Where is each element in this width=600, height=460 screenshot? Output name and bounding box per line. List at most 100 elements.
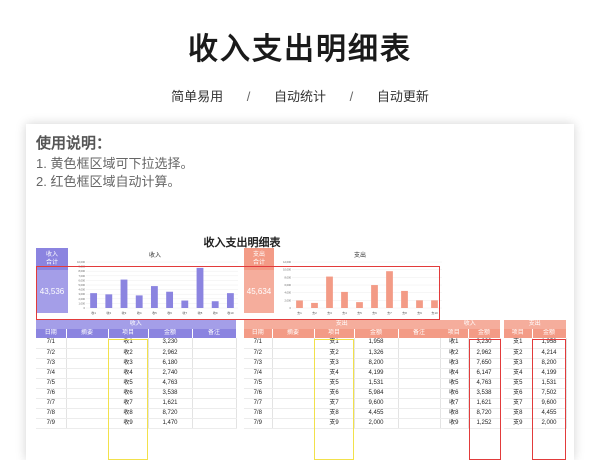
expense-table-cell: 4,455 xyxy=(354,408,399,419)
expense-table-cell xyxy=(272,408,315,419)
expense-table-column-header: 摘要 xyxy=(272,329,315,338)
expense-table-cell xyxy=(398,348,441,359)
expense-table-cell: 7/1 xyxy=(244,338,273,349)
income-table-row: 7/1 收1 3,230 xyxy=(36,338,237,349)
income-summary-row: 收9 1,252 xyxy=(440,418,501,429)
income-total: 收入 合计 43,536 xyxy=(36,248,68,313)
income-summary-cell: 收9 xyxy=(440,418,469,429)
dropdown-frame-expense xyxy=(314,339,354,460)
expense-chart-ytick-label: 4,000 xyxy=(285,291,292,295)
expense-total-value: 45,634 xyxy=(244,270,274,313)
income-chart: 10,0009,0008,0007,0006,0005,0004,0003,00… xyxy=(77,260,238,315)
expense-table-cell: 8,200 xyxy=(354,358,399,369)
expense-chart-bar xyxy=(326,276,333,308)
expense-chart: 12,000 10,000 8,000 6,000 4,000 2,000 0 支1 支2 支3 支… xyxy=(283,260,442,315)
income-table-cell xyxy=(192,388,237,399)
income-table-cell xyxy=(66,378,109,389)
expense-table-cell: 7/9 xyxy=(244,418,273,429)
auto-calc-frame-charts xyxy=(36,266,440,320)
income-summary-cell: 收6 xyxy=(440,388,469,399)
income-chart-bar xyxy=(211,301,219,308)
expense-chart-xtick-label: 支3 xyxy=(327,310,332,315)
expense-table-row: 7/1 支1 1,958 xyxy=(244,338,441,349)
auto-calc-frame-expense-sum xyxy=(532,339,566,460)
expense-table-cell xyxy=(272,348,315,359)
income-table-cell xyxy=(66,348,109,359)
income-chart-xtick-label: 收1 xyxy=(91,310,96,315)
income-summary-column-header: 项目 xyxy=(440,329,469,338)
income-summary-cell: 3,230 xyxy=(468,338,501,349)
expense-table-row: 7/4 支4 4,199 xyxy=(244,368,441,379)
expense-table-group-header-row: 支出 xyxy=(244,320,441,329)
expense-table-cell: 7/8 xyxy=(244,408,273,419)
expense-chart-title: 支出 xyxy=(353,253,366,259)
income-table-cell xyxy=(66,338,109,349)
income-summary-cell: 8,720 xyxy=(468,408,501,419)
expense-chart-bar xyxy=(386,271,393,308)
instructions: 使用说明： 1. 黄色框区域可下拉选择。 2. 红色框区域自动计算。 xyxy=(36,132,193,191)
income-chart-bar xyxy=(90,293,98,308)
income-table-cell xyxy=(66,358,109,369)
income-table-column-header: 摘要 xyxy=(66,329,109,338)
expense-chart-bar xyxy=(416,300,423,308)
income-table-cell xyxy=(192,368,237,379)
expense-chart-bar xyxy=(296,300,303,308)
expense-table-column-header: 日期 xyxy=(244,329,273,338)
expense-table-cell: 7/5 xyxy=(244,378,273,389)
income-chart-ytick-label: 2,000 xyxy=(79,297,86,301)
income-table-column-header-row: 日期 摘要 项目 金额 备注 xyxy=(36,329,237,338)
income-summary-cell: 收7 xyxy=(440,398,469,409)
expense-chart-bar xyxy=(311,302,318,308)
income-summary-row: 收1 3,230 xyxy=(440,338,501,349)
income-table-cell: 1,621 xyxy=(148,398,193,409)
expense-table-cell: 1,958 xyxy=(354,338,399,349)
income-summary-cell: 4,763 xyxy=(468,378,501,389)
expense-chart-xtick-label: 支2 xyxy=(312,310,317,315)
expense-table-cell xyxy=(398,408,441,419)
expense-chart-ytick-label: 6,000 xyxy=(285,283,292,287)
expense-summary-cell: 支3 xyxy=(504,358,533,369)
expense-table-cell: 7/3 xyxy=(244,358,273,369)
income-chart-ytick-label: 3,000 xyxy=(79,292,86,296)
expense-summary-cell: 支6 xyxy=(504,388,533,399)
sheet-title: 收入支出明细表 xyxy=(203,237,281,249)
expense-chart-xtick-label: 支5 xyxy=(357,310,362,315)
expense-table-cell xyxy=(272,378,315,389)
income-chart-ytick-label: 5,000 xyxy=(79,283,86,287)
income-summary-cell: 收4 xyxy=(440,368,469,379)
income-table-cell xyxy=(66,368,109,379)
expense-table-cell: 5,984 xyxy=(354,388,399,399)
expense-summary-cell: 支7 xyxy=(504,398,533,409)
income-chart-ytick-label: 6,000 xyxy=(79,278,86,282)
income-chart-bar xyxy=(196,267,204,308)
tag-easy: 简单易用 xyxy=(171,89,224,104)
expense-table: 支出 日期 摘要 项目 金额 备注 7/1 支1 1,958 7/2 支2 1,326 7/3 支3 8,2… xyxy=(244,320,441,429)
income-table-cell: 7/2 xyxy=(36,348,67,359)
instruction-line-2: 2. 红色框区域自动计算。 xyxy=(36,174,181,189)
expense-table-column-header: 备注 xyxy=(398,329,441,338)
tag-separator: / xyxy=(349,89,354,104)
expense-table-cell: 1,531 xyxy=(354,378,399,389)
income-chart-bar xyxy=(166,291,174,308)
income-chart-xtick-label: 收7 xyxy=(182,310,187,315)
income-total-label: 收入 合计 xyxy=(45,252,58,266)
income-summary-cell: 3,538 xyxy=(468,388,501,399)
income-summary-row: 收4 6,147 xyxy=(440,368,501,379)
income-table-cell: 8,720 xyxy=(148,408,193,419)
income-table-cell xyxy=(66,418,109,429)
expense-table-cell: 2,000 xyxy=(354,418,399,429)
income-table-column-header: 项目 xyxy=(108,329,149,338)
income-table-cell: 2,962 xyxy=(148,348,193,359)
income-table-cell: 7/8 xyxy=(36,408,67,419)
expense-chart-bar xyxy=(356,302,363,308)
income-table-row: 7/9 收9 1,470 xyxy=(36,418,237,429)
expense-summary-cell: 支8 xyxy=(504,408,533,419)
income-table-row: 7/5 收5 4,763 xyxy=(36,378,237,389)
expense-table-cell xyxy=(398,398,441,409)
expense-table-cell: 7/4 xyxy=(244,368,273,379)
income-table-column-header: 备注 xyxy=(192,329,237,338)
expense-table-cell xyxy=(272,388,315,399)
expense-summary-column-header-row: 项目 金额 xyxy=(504,329,567,338)
expense-total: 支出 合计 45,634 xyxy=(244,248,274,313)
expense-chart-xtick-label: 支4 xyxy=(342,310,347,315)
